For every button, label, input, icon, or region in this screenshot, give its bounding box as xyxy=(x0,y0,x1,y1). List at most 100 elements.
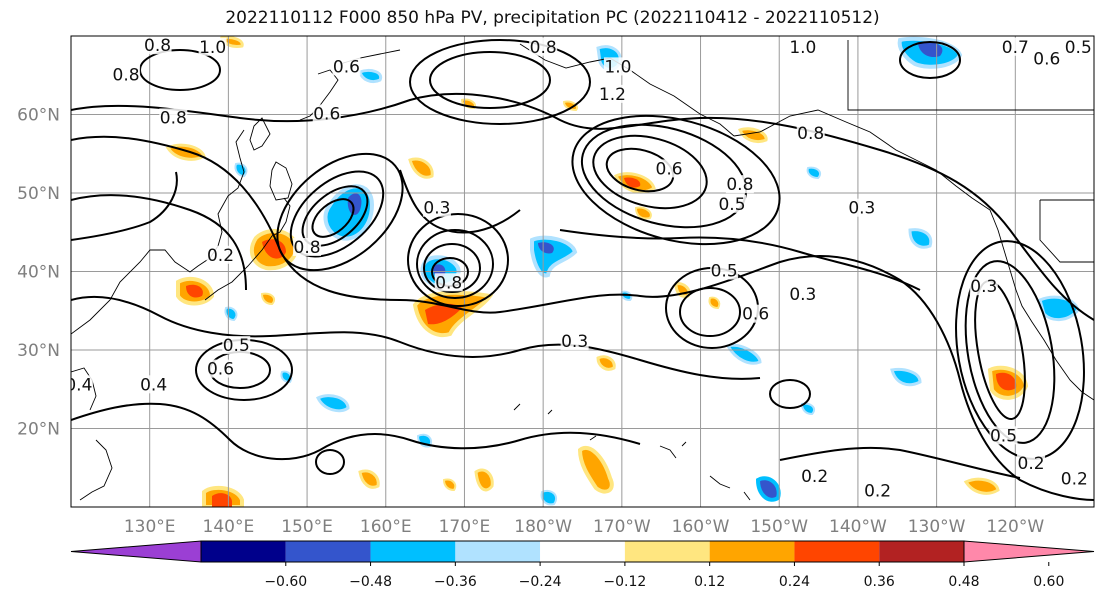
contour-label-bg xyxy=(598,84,627,103)
colorbar-extend-high xyxy=(963,540,1095,563)
contour-label-bg xyxy=(312,104,341,123)
contour-label: 0.8 xyxy=(530,38,557,58)
contour-label: 0.6 xyxy=(656,159,683,179)
coastline-segment xyxy=(79,439,113,501)
contour-label: 0.6 xyxy=(333,57,360,77)
pv-contour xyxy=(71,92,1094,321)
contour-label-bg xyxy=(71,375,93,394)
precip-negative-patch xyxy=(358,68,383,84)
contour-label: 0.5 xyxy=(718,195,745,215)
contour-label-bg xyxy=(847,198,876,217)
contour-label: 0.5 xyxy=(990,426,1017,446)
contour-label-bg xyxy=(989,426,1018,445)
contour-label: 0.4 xyxy=(65,375,92,395)
pv-contours xyxy=(71,39,1094,501)
lon-tick-label: 130°E xyxy=(124,517,176,537)
contour-label-bg xyxy=(788,285,817,304)
colorbar-box xyxy=(455,541,541,562)
contour-label-bg xyxy=(1064,37,1093,56)
contour-label-bg xyxy=(1060,469,1089,488)
colorbar-box xyxy=(370,541,456,562)
colorbar-box xyxy=(624,541,710,562)
precip-positive-patch xyxy=(708,296,721,310)
colorbar-tick-label: −0.48 xyxy=(349,574,392,590)
coastline-segment xyxy=(204,197,291,301)
contour-label: 0.3 xyxy=(848,199,875,219)
pv-contour xyxy=(899,41,961,79)
contour-label: 0.6 xyxy=(742,305,769,325)
coastline-segment xyxy=(989,209,1094,401)
pv-contour xyxy=(679,287,741,337)
pv-contour xyxy=(71,402,641,461)
contour-label: 0.8 xyxy=(144,36,171,56)
precip-negative-patch xyxy=(800,402,816,416)
contour-label: 0.8 xyxy=(160,108,187,128)
pv-contour xyxy=(605,147,675,193)
coastline-segment xyxy=(269,161,293,201)
lat-tick-label: 50°N xyxy=(17,184,60,204)
colorbar-box xyxy=(201,541,286,562)
pv-contour xyxy=(311,198,355,238)
colorbar-tick-label: −0.24 xyxy=(519,574,562,590)
contour-label-bg xyxy=(725,175,754,194)
coastlines xyxy=(71,40,1094,501)
precip-positive-patch xyxy=(963,477,1000,495)
contour-label: 0.8 xyxy=(113,65,140,85)
colorbar-tick-label: −0.36 xyxy=(434,574,477,590)
contour-label: 0.3 xyxy=(970,277,997,297)
contour-label-bg xyxy=(143,36,172,55)
contour-label: 0.2 xyxy=(864,481,891,501)
lon-tick-label: 150°W xyxy=(750,517,808,537)
contour-label: 0.2 xyxy=(207,246,234,266)
contour-label-bg xyxy=(422,198,451,217)
lon-tick-label: 130°W xyxy=(908,517,966,537)
contour-label-bg xyxy=(655,159,684,178)
colorbar-outline xyxy=(200,540,965,563)
colorbar-box xyxy=(285,541,371,562)
contour-label: 0.8 xyxy=(797,124,824,144)
coastline-segment xyxy=(249,117,271,151)
contour-label-bg xyxy=(718,194,747,213)
precip-positive-patch xyxy=(634,206,652,220)
colorbar-extend-low xyxy=(70,540,202,563)
pv-contour xyxy=(71,194,247,291)
precip-positive-patch xyxy=(358,469,380,489)
precip-positive-patch xyxy=(442,478,457,492)
pv-contour xyxy=(71,295,761,380)
pv-contour xyxy=(407,213,509,307)
contour-label: 1.0 xyxy=(199,38,226,58)
colorbar-box xyxy=(879,541,964,562)
pv-contour xyxy=(429,51,551,109)
contour-label-bg xyxy=(139,375,168,394)
map-frame xyxy=(70,35,1095,508)
pv-contour xyxy=(423,243,481,293)
contour-label: 1.2 xyxy=(599,85,626,105)
contour-label-bg xyxy=(206,245,235,264)
precip-positive-patch xyxy=(408,157,434,179)
lon-tick-label: 170°W xyxy=(593,517,651,537)
contour-label: 0.8 xyxy=(726,175,753,195)
coastline-segment xyxy=(1039,200,1094,263)
precip-positive-patch xyxy=(262,239,286,259)
precip-positive-patch xyxy=(425,303,462,325)
precip-positive-patch xyxy=(624,177,641,188)
pv-contour xyxy=(399,169,521,234)
contour-label-bg xyxy=(1017,453,1046,472)
pv-contour xyxy=(315,449,345,475)
contour-label-bg xyxy=(800,467,829,486)
lat-tick-label: 30°N xyxy=(17,341,60,361)
pv-contour xyxy=(769,379,811,409)
colorbar-tick-label: −0.60 xyxy=(264,574,307,590)
colorbar-tick-label: 0.24 xyxy=(779,574,810,590)
colorbar-tick-label: −0.12 xyxy=(603,574,646,590)
precip-positive-patch xyxy=(596,355,616,371)
chart-title: 2022110112 F000 850 hPa PV, precipitatio… xyxy=(225,8,880,28)
lon-tick-label: 170°E xyxy=(439,517,491,537)
precip-positive-patch xyxy=(212,493,232,507)
precip-negative-patch xyxy=(538,242,554,254)
contour-label-bg xyxy=(796,124,825,143)
lat-tick-label: 60°N xyxy=(17,106,60,126)
contour-label: 0.5 xyxy=(711,262,738,282)
colorbar-box xyxy=(540,541,625,562)
contour-label-bg xyxy=(529,37,558,56)
